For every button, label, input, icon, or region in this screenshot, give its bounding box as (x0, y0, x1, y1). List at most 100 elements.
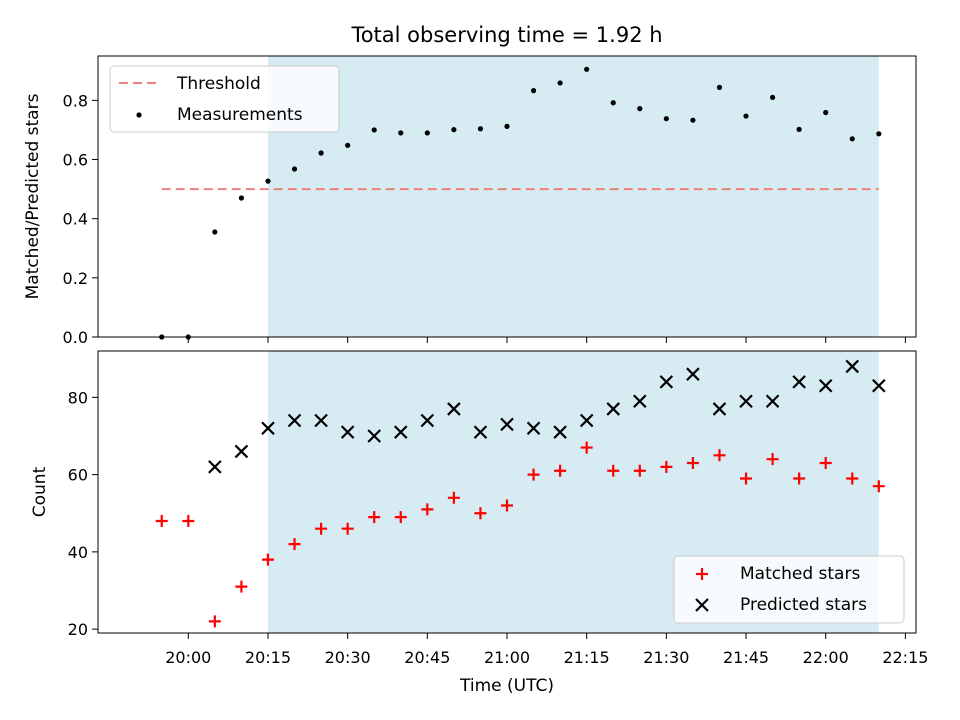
legend-matched-label: Matched stars (740, 564, 860, 584)
x-tick-label: 22:15 (882, 648, 928, 667)
bottom-predicted-stars-point (845, 359, 860, 374)
x-tick-label: 20:15 (245, 648, 291, 667)
top-y-axis-label: Matched/Predicted stars (23, 93, 43, 299)
bottom-predicted-stars-point (526, 421, 541, 436)
bottom-axes-frame (97, 350, 917, 634)
top-measurements-point (584, 66, 590, 72)
top-measurements-point (291, 166, 298, 172)
bottom-predicted-stars-point (208, 460, 222, 474)
bottom-y-tick-label: 60 (68, 466, 88, 485)
bottom-legend: Matched stars Predicted stars (673, 555, 905, 624)
top-measurements-point (557, 80, 563, 86)
top-y-tick-label: 0.4 (63, 210, 88, 229)
bottom-predicted-stars-point (712, 402, 727, 416)
bottom-matched-stars-point (315, 522, 328, 535)
top-measurements-point (212, 229, 218, 235)
legend-measurements-label: Measurements (177, 105, 303, 125)
bottom-matched-stars-point (660, 460, 673, 473)
bottom-matched-stars-point (713, 449, 726, 462)
bottom-predicted-stars-point (792, 375, 806, 389)
x-tick-label: 21:45 (723, 648, 769, 667)
x-axis-label: Time (UTC) (459, 676, 554, 696)
bottom-predicted-stars-point (765, 394, 780, 408)
bottom-y-tick-label: 20 (68, 620, 88, 639)
top-observing-window (267, 56, 879, 337)
x-tick-label: 20:45 (404, 648, 450, 667)
bottom-marks (155, 359, 886, 628)
top-measurements-point (849, 136, 855, 142)
top-y-tick-label: 0.6 (63, 151, 88, 170)
top-measurements-point (530, 88, 537, 94)
top-panel: 0.00.20.40.60.8 Matched/Predicted stars … (23, 55, 917, 347)
top-measurements-point (796, 126, 802, 132)
top-y-ticks: 0.0 0.2 0.4 0.6 0.8 (63, 91, 98, 347)
top-measurements-point (716, 84, 723, 90)
top-measurements-point (345, 142, 351, 148)
top-measurements-point (398, 130, 404, 136)
top-axes-frame (97, 55, 917, 338)
top-measurements-point (610, 100, 616, 106)
x-tick-label: 21:15 (564, 648, 610, 667)
bottom-y-tick-label: 40 (68, 543, 88, 562)
bottom-predicted-stars-point (473, 425, 488, 439)
bottom-predicted-stars-point (872, 378, 886, 393)
top-y-tick-label: 0.8 (63, 91, 88, 110)
bottom-panel: 20 40 60 80 20:00 20:15 20:30 20:45 21:00 21:15 2… (30, 350, 928, 696)
bottom-matched-stars-point (155, 514, 168, 527)
bottom-predicted-stars-point (606, 402, 621, 416)
bottom-matched-stars-point (554, 464, 567, 477)
bottom-matched-stars-point (527, 468, 540, 481)
top-measurements-point (637, 106, 643, 112)
x-tick-label: 22:00 (803, 648, 849, 667)
bottom-predicted-stars-point (420, 413, 435, 428)
top-marks (159, 66, 882, 340)
bottom-predicted-stars-point (739, 394, 753, 408)
bottom-predicted-stars-point (261, 421, 275, 436)
top-measurements-point (371, 127, 377, 133)
bottom-matched-stars-point (846, 472, 859, 485)
bottom-matched-stars-point (368, 511, 381, 524)
bottom-y-tick-label: 80 (68, 388, 88, 407)
bottom-matched-stars-point (633, 464, 646, 477)
top-x-ticks (187, 337, 906, 343)
x-tick-label: 20:30 (325, 648, 371, 667)
bottom-y-ticks: 20 40 60 80 (68, 388, 98, 639)
top-measurements-point (663, 116, 669, 122)
chart-title: Total observing time = 1.92 h (350, 23, 662, 47)
x-tick-label: 21:00 (484, 648, 530, 667)
top-measurements-point (690, 117, 696, 123)
bottom-predicted-stars-point (633, 394, 647, 408)
bottom-predicted-stars-point (314, 413, 328, 428)
bottom-x-ticks: 20:00 20:15 20:30 20:45 21:00 21:15 21:30 21:45… (165, 633, 928, 667)
bottom-predicted-stars-point (393, 425, 408, 439)
bottom-matched-stars-point (182, 514, 195, 527)
top-measurements-point (451, 127, 457, 133)
top-measurements-point (265, 178, 271, 184)
top-measurements-point (238, 195, 245, 201)
top-y-tick-label: 0.2 (63, 269, 88, 288)
bottom-matched-stars-point (421, 503, 434, 516)
top-measurements-point (876, 131, 882, 137)
top-legend: Threshold Measurements (109, 65, 340, 133)
bottom-matched-stars-point (341, 522, 354, 535)
x-tick-label: 20:00 (165, 648, 211, 667)
bottom-matched-stars-point (686, 457, 699, 470)
bottom-predicted-stars-point (287, 413, 302, 428)
bottom-matched-stars-point (740, 472, 753, 485)
bottom-matched-stars-point (607, 464, 620, 477)
top-measurements-point (424, 130, 430, 136)
bottom-predicted-stars-point (500, 417, 514, 432)
top-measurements-point (504, 123, 510, 129)
top-measurements-point (769, 94, 776, 101)
legend-predicted-label: Predicted stars (740, 595, 867, 615)
top-measurements-point (823, 109, 829, 116)
bottom-matched-stars-point (819, 457, 832, 470)
bottom-predicted-stars-point (553, 425, 567, 439)
bottom-predicted-stars-point (234, 444, 249, 459)
top-y-tick-label: 0.0 (63, 328, 88, 347)
top-measurements-point (318, 150, 324, 156)
bottom-predicted-stars-point (447, 402, 461, 416)
bottom-y-axis-label: Count (30, 466, 50, 517)
bottom-matched-stars-point (235, 580, 248, 593)
bottom-matched-stars-point (288, 538, 301, 551)
